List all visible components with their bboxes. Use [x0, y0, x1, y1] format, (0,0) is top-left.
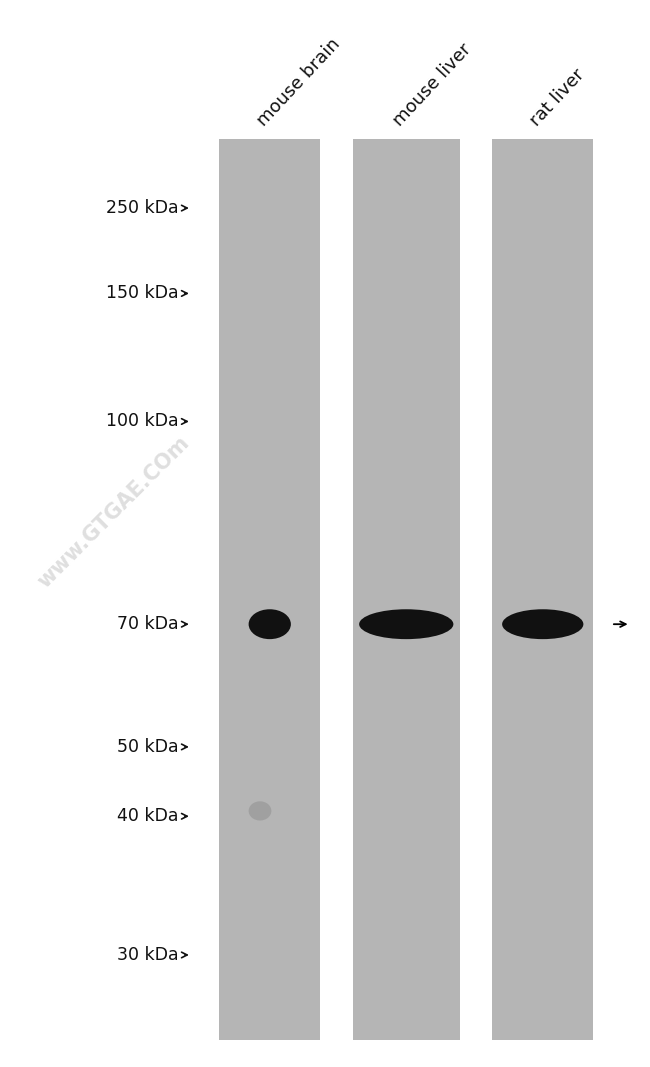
- Text: 100 kDa: 100 kDa: [106, 413, 179, 430]
- Text: 150 kDa: 150 kDa: [106, 285, 179, 302]
- Text: 50 kDa: 50 kDa: [117, 738, 179, 755]
- Text: 30 kDa: 30 kDa: [117, 946, 179, 964]
- Text: mouse brain: mouse brain: [254, 35, 343, 130]
- Bar: [219, 139, 320, 1040]
- Ellipse shape: [248, 609, 291, 639]
- Text: 40 kDa: 40 kDa: [117, 808, 179, 825]
- Ellipse shape: [359, 609, 454, 639]
- Text: 250 kDa: 250 kDa: [106, 200, 179, 217]
- Text: mouse liver: mouse liver: [390, 41, 475, 130]
- Bar: [493, 139, 593, 1040]
- Ellipse shape: [502, 609, 584, 639]
- Ellipse shape: [248, 801, 272, 821]
- Text: 70 kDa: 70 kDa: [117, 616, 179, 633]
- Text: www.GTGAE.COm: www.GTGAE.COm: [34, 432, 194, 592]
- Bar: [352, 139, 460, 1040]
- Text: rat liver: rat liver: [526, 66, 588, 130]
